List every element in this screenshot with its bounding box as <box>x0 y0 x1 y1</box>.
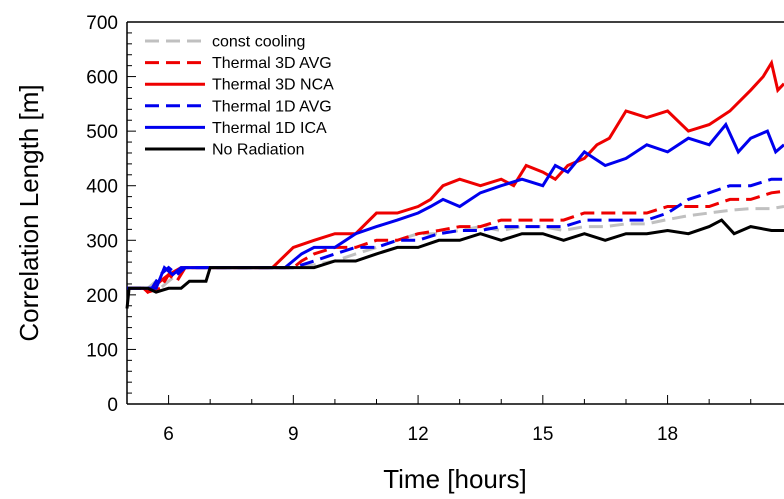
x-tick-label-0: 6 <box>163 424 174 445</box>
series-line-5 <box>127 220 784 308</box>
x-axis-title: Time [hours] <box>383 464 527 494</box>
y-tick-label-4: 400 <box>86 177 118 198</box>
y-tick-label-3: 300 <box>86 231 118 252</box>
x-tick-label-4: 18 <box>657 424 678 445</box>
y-tick-label-0: 0 <box>107 395 118 416</box>
series-line-0 <box>127 207 784 289</box>
y-tick-label-2: 200 <box>86 286 118 307</box>
x-tick-label-1: 9 <box>288 424 299 445</box>
x-tick-label-3: 15 <box>532 424 553 445</box>
legend-label-0: const cooling <box>212 34 305 51</box>
axes-layer: 0 100 200 300 400 500 600 700 6 9 12 15 18 <box>86 13 750 445</box>
legend-label-4: Thermal 1D ICA <box>212 120 327 137</box>
y-tick-label-1: 100 <box>86 340 118 361</box>
y-tick-label-5: 500 <box>86 122 118 143</box>
legend-label-3: Thermal 1D AVG <box>212 98 332 115</box>
series-line-2 <box>127 63 784 292</box>
legend: const cooling Thermal 3D AVG Thermal 3D NC… <box>145 34 334 159</box>
legend-label-1: Thermal 3D AVG <box>212 55 332 72</box>
y-tick-label-6: 600 <box>86 68 118 89</box>
y-axis-title: Correlation Length [m] <box>14 84 44 341</box>
legend-label-5: No Radiation <box>212 142 305 159</box>
legend-label-2: Thermal 3D NCA <box>212 77 334 94</box>
y-tick-label-7: 700 <box>86 13 118 34</box>
x-tick-label-2: 12 <box>408 424 429 445</box>
